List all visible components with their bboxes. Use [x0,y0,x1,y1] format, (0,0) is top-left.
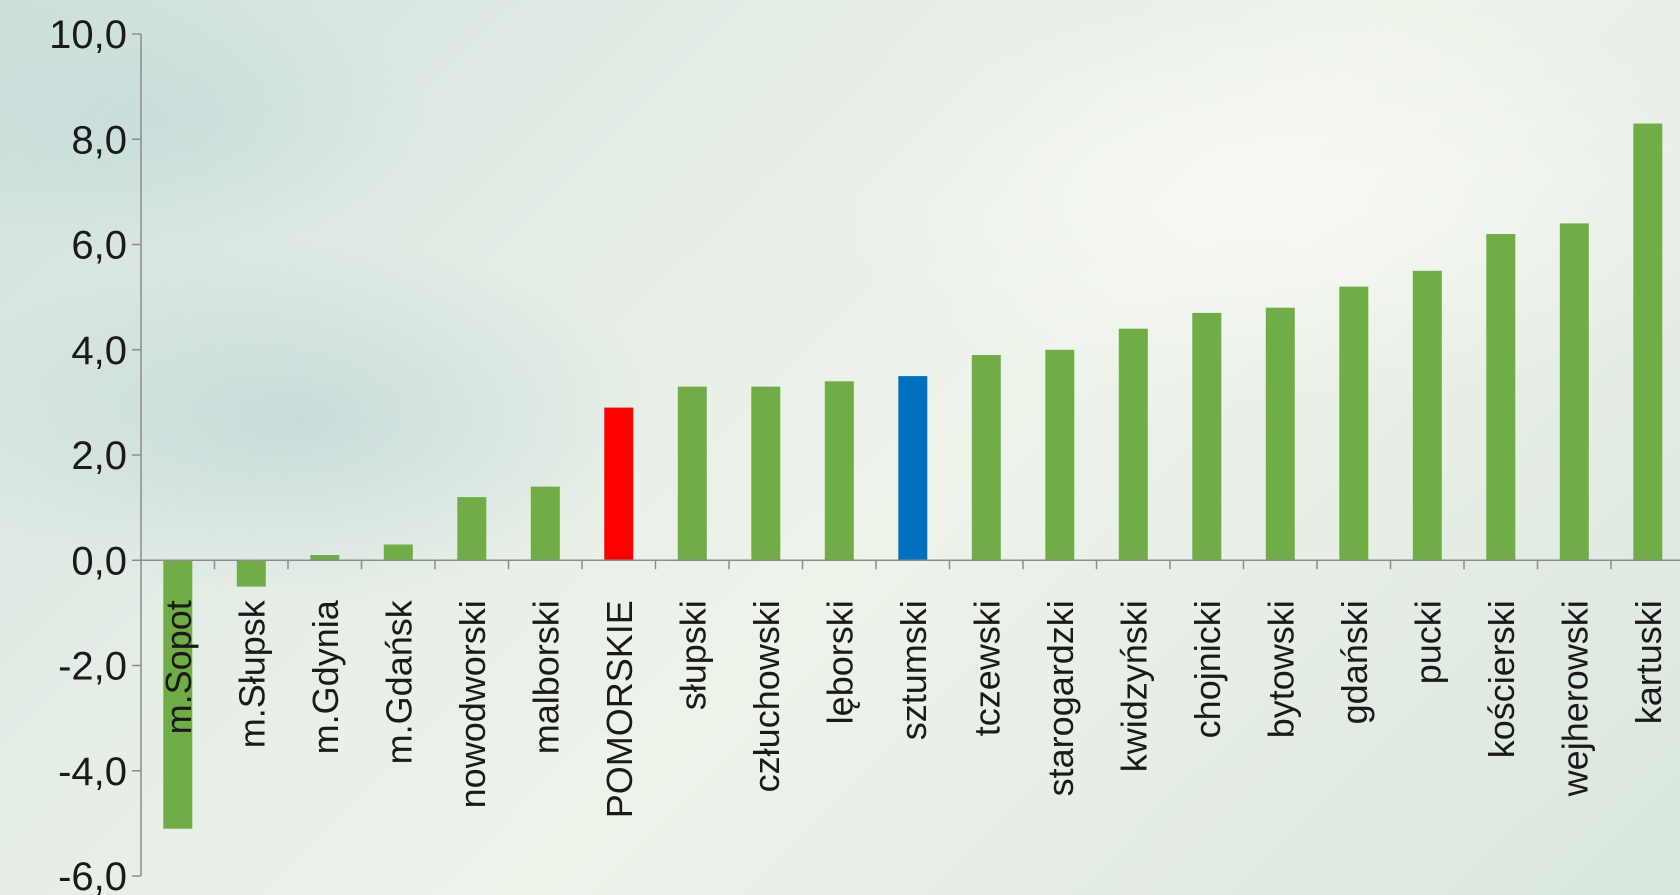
bar-sztumski [898,376,928,561]
bar-tczewski [971,355,1001,561]
category-label: malborski [525,600,566,754]
bar-słupski [677,386,707,561]
y-tick-label: 6,0 [71,224,127,268]
y-tick-label: 0,0 [71,539,127,583]
category-label: człuchowski [746,600,787,792]
category-label: pucki [1407,600,1448,684]
bar-m-sopot [163,560,193,829]
y-tick-label: -2,0 [58,645,127,689]
category-label: kartuski [1628,600,1669,724]
bar-wejherowski [1559,223,1589,561]
y-tick-label: 2,0 [71,434,127,478]
category-label: starogardzki [1040,600,1081,796]
category-label: sztumski [893,600,934,740]
category-label: gdański [1334,600,1375,724]
bar-m-słupsk [236,560,266,587]
category-label: bytowski [1260,600,1301,738]
category-label: m.Gdańsk [378,599,419,764]
bars-group [163,123,1663,829]
axes-group [132,33,1680,877]
category-label: m.Gdynia [305,599,346,754]
bar-kartuski [1633,123,1663,561]
bar-bytowski [1265,307,1295,561]
bar-malborski [530,486,560,561]
bar-lęborski [824,381,854,561]
category-label: kościerski [1481,600,1522,758]
category-label: tczewski [966,600,1007,736]
category-label: słupski [672,600,713,710]
category-label: m.Słupsk [231,599,272,748]
bar-m-gdańsk [383,544,413,561]
bar-nowodworski [457,497,487,561]
bar-m-gdynia [310,555,340,561]
bar-starogardzki [1045,349,1075,561]
bar-pomorskie [604,407,634,561]
y-tick-label: 4,0 [71,329,127,373]
category-label: chojnicki [1187,600,1228,738]
category-label: wejherowski [1554,600,1595,797]
category-label: nowodworski [452,600,493,808]
category-label: lęborski [819,600,860,724]
category-label: POMORSKIE [599,600,640,818]
y-tick-label: 8,0 [71,118,127,162]
y-tick-label: -6,0 [58,855,127,895]
bar-gdański [1339,286,1369,561]
category-labels: m.Sopot m.Słupsk m.Gdynia m.Gdańsk nowodwors… [158,599,1669,818]
category-label: m.Sopot [158,600,199,734]
y-tick-labels: 10,0 8,0 6,0 4,0 2,0 0,0 -2,0 -4,0 -6,0 [49,13,127,895]
y-tick-label: -4,0 [58,750,127,794]
bar-kościerski [1486,234,1516,561]
y-tick-label: 10,0 [49,13,127,57]
bar-człuchowski [751,386,781,561]
bar-pucki [1412,270,1442,561]
bar-kwidzyński [1118,328,1148,561]
category-label: kwidzyński [1113,600,1154,772]
bar-chojnicki [1192,312,1222,561]
